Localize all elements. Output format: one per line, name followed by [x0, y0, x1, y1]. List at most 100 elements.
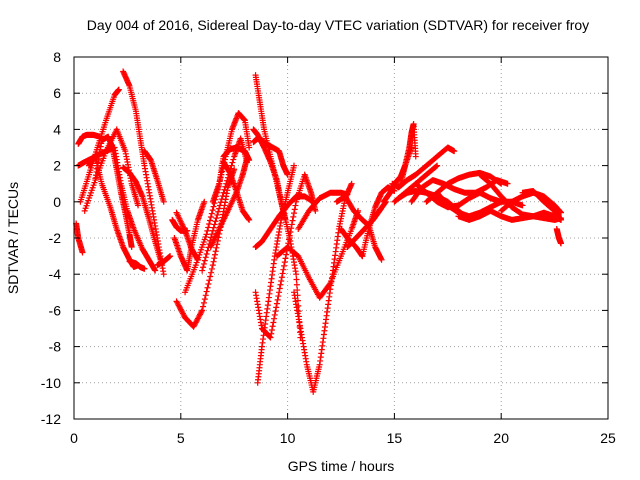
data-point	[498, 180, 505, 187]
data-point	[200, 260, 207, 267]
data-point	[270, 319, 277, 326]
data-point	[208, 231, 215, 238]
series-track-42	[423, 169, 505, 205]
series-track-37	[389, 144, 458, 191]
data-point	[293, 271, 300, 278]
data-point	[271, 311, 278, 318]
data-point	[199, 267, 206, 274]
data-point	[276, 289, 283, 296]
data-point	[218, 196, 225, 203]
series-track-31	[333, 193, 385, 263]
y-tick-label: -8	[49, 339, 62, 355]
data-point	[231, 166, 238, 173]
series-track-45	[476, 171, 565, 223]
data-point	[269, 323, 276, 330]
data-point	[279, 270, 286, 277]
data-point	[203, 288, 210, 295]
y-tick-label: 6	[53, 85, 61, 101]
data-point	[277, 281, 284, 288]
data-point	[290, 213, 297, 220]
data-point	[141, 265, 148, 272]
data-point	[268, 330, 275, 337]
y-tick-label: -4	[49, 266, 62, 282]
data-point	[312, 207, 319, 214]
data-point	[223, 180, 230, 187]
data-point	[244, 155, 251, 162]
data-point	[222, 183, 229, 190]
data-point	[273, 304, 280, 311]
data-point	[267, 334, 274, 341]
data-point	[184, 227, 191, 234]
data-point	[275, 293, 282, 300]
data-point	[281, 259, 288, 266]
data-point	[202, 292, 209, 299]
data-point	[208, 234, 215, 241]
data-point	[266, 333, 273, 340]
y-tick-label: 8	[53, 49, 61, 65]
series-track-33	[344, 198, 389, 251]
data-point	[200, 264, 207, 271]
data-markers	[73, 68, 565, 395]
series-track-03	[77, 86, 122, 205]
x-tick-label: 0	[70, 430, 78, 446]
data-point	[212, 218, 219, 225]
series-track-07	[92, 133, 135, 251]
data-point	[204, 227, 211, 234]
data-point	[206, 217, 213, 224]
data-point	[287, 228, 294, 235]
data-point	[128, 244, 135, 251]
data-point	[291, 206, 298, 213]
data-point	[208, 269, 215, 276]
x-tick-labels: 0 5 10 15 20 25	[70, 430, 616, 446]
x-tick-label: 10	[280, 430, 296, 446]
data-point	[200, 303, 207, 310]
data-point	[497, 180, 504, 187]
data-point	[160, 198, 167, 205]
series-track-24	[250, 135, 291, 178]
data-point	[288, 221, 295, 228]
data-point	[220, 189, 227, 196]
series-track-10	[126, 258, 148, 272]
data-point	[293, 281, 300, 288]
data-point	[135, 202, 142, 209]
data-point	[293, 276, 300, 283]
series-track-29	[273, 207, 362, 301]
data-point	[205, 224, 212, 231]
series-track-16	[169, 216, 191, 234]
data-point	[294, 287, 301, 294]
data-point	[291, 210, 298, 217]
data-point	[209, 207, 216, 214]
data-point	[326, 281, 333, 288]
data-point	[291, 162, 298, 169]
data-point	[281, 262, 288, 269]
data-point	[200, 299, 207, 306]
data-point	[558, 216, 565, 223]
data-point	[216, 205, 223, 212]
series-track-04	[75, 131, 103, 147]
data-point	[271, 315, 278, 322]
data-point	[206, 277, 213, 284]
series-track-06	[85, 153, 142, 270]
data-point	[211, 251, 218, 258]
data-point	[558, 240, 565, 247]
data-point	[211, 221, 218, 228]
data-point	[273, 300, 280, 307]
data-point	[213, 215, 220, 222]
y-tick-label: -2	[49, 230, 62, 246]
data-point	[292, 202, 299, 209]
data-point	[229, 159, 236, 166]
data-point	[451, 148, 458, 155]
data-point	[246, 216, 253, 223]
data-point	[79, 249, 86, 256]
y-tick-label: 4	[53, 121, 61, 137]
data-point	[214, 211, 221, 218]
series-track-48	[553, 225, 565, 247]
data-point	[274, 296, 281, 303]
series-track-09	[120, 164, 165, 267]
x-tick-label: 25	[600, 430, 616, 446]
data-point	[207, 214, 214, 221]
data-point	[201, 257, 208, 264]
series-track-12	[154, 253, 174, 269]
data-point	[209, 262, 216, 269]
